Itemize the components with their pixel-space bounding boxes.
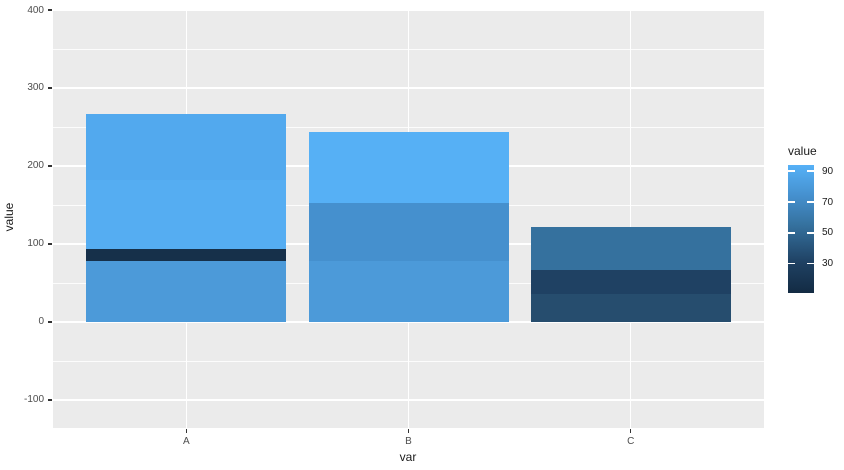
y-tick-label: 100 <box>27 238 44 250</box>
y-tick-label: 200 <box>27 160 44 172</box>
bar-segment-C-36 <box>530 293 731 322</box>
bar-segment-C-55 <box>530 226 731 270</box>
y-tick-label: 400 <box>27 4 44 16</box>
bar-segment-B-91 <box>308 132 509 204</box>
x-tick-label-C: C <box>627 436 635 447</box>
legend-gradient-bar <box>788 165 814 293</box>
y-tick-label: -100 <box>23 394 44 406</box>
bar-segment-A-78 <box>86 261 287 322</box>
x-tick-mark <box>185 429 187 433</box>
legend-tick-mark <box>788 170 795 172</box>
legend-tick-mark <box>807 232 814 234</box>
gridline-vertical <box>629 10 632 428</box>
legend-tick-mark <box>807 262 814 265</box>
legend-tick-label: 30 <box>822 258 834 270</box>
legend-colorbar: value 90 70 50 30 <box>786 144 844 314</box>
bar-segment-A-88 <box>86 180 287 249</box>
y-tick-mark <box>48 321 52 323</box>
legend-tick-mark <box>788 232 795 234</box>
x-tick-mark <box>630 429 632 433</box>
legend-title: value <box>788 144 817 158</box>
legend-tick-mark <box>788 201 795 203</box>
x-tick-label-A: A <box>182 436 190 447</box>
legend-tick-mark <box>807 170 814 172</box>
legend-tick-mark <box>807 201 814 203</box>
bar-segment-B-78 <box>308 261 509 322</box>
y-axis-title: value <box>2 202 16 232</box>
bar-segment-A-85 <box>86 113 287 180</box>
bar-segment-A-16 <box>86 248 287 262</box>
y-tick-mark <box>48 9 52 11</box>
legend-tick-label: 70 <box>822 196 834 208</box>
legend-tick-label: 90 <box>822 165 834 177</box>
y-tick-mark <box>48 399 52 401</box>
y-tick-label: 0 <box>38 316 44 328</box>
plot-panel <box>53 9 764 428</box>
legend-tick-mark <box>788 262 795 265</box>
x-tick-label-B: B <box>405 436 412 447</box>
legend-tick-label: 50 <box>822 227 834 239</box>
bar-segment-B-74 <box>308 203 509 262</box>
x-tick-mark <box>407 429 410 433</box>
x-axis-title: var <box>399 450 417 464</box>
y-tick-mark <box>48 165 52 167</box>
bar-segment-C-31 <box>530 269 731 294</box>
y-tick-mark <box>48 87 52 89</box>
y-tick-label: 300 <box>27 82 44 94</box>
y-tick-mark <box>48 243 52 245</box>
